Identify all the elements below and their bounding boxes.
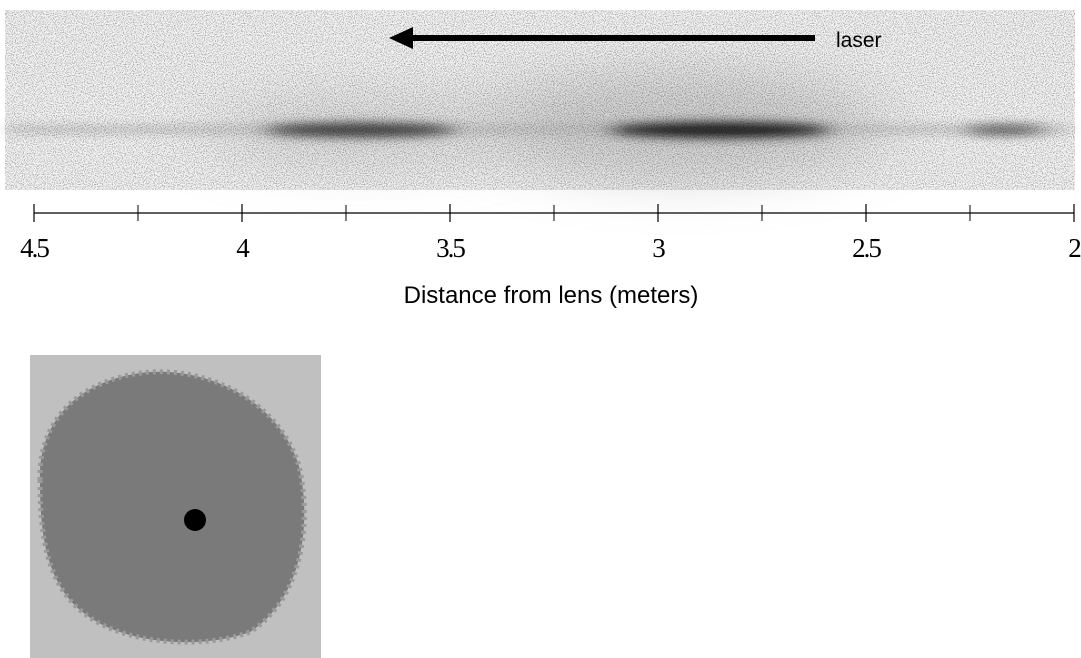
tick-label: 4.5 <box>20 233 49 263</box>
tick-label: 2.5 <box>852 233 881 263</box>
tick-label: 2 <box>1068 233 1081 263</box>
axis-label: Distance from lens (meters) <box>404 282 699 309</box>
beam-profile-image <box>30 355 321 658</box>
beam-profile <box>39 371 305 643</box>
arrow-head <box>389 27 413 49</box>
profile-edge <box>37 369 307 645</box>
arrow-label: laser <box>836 29 882 52</box>
tick-label: 3 <box>652 233 665 263</box>
tick-label: 4 <box>236 233 250 263</box>
center-dot <box>184 509 206 531</box>
tick-label: 3.5 <box>436 233 465 263</box>
